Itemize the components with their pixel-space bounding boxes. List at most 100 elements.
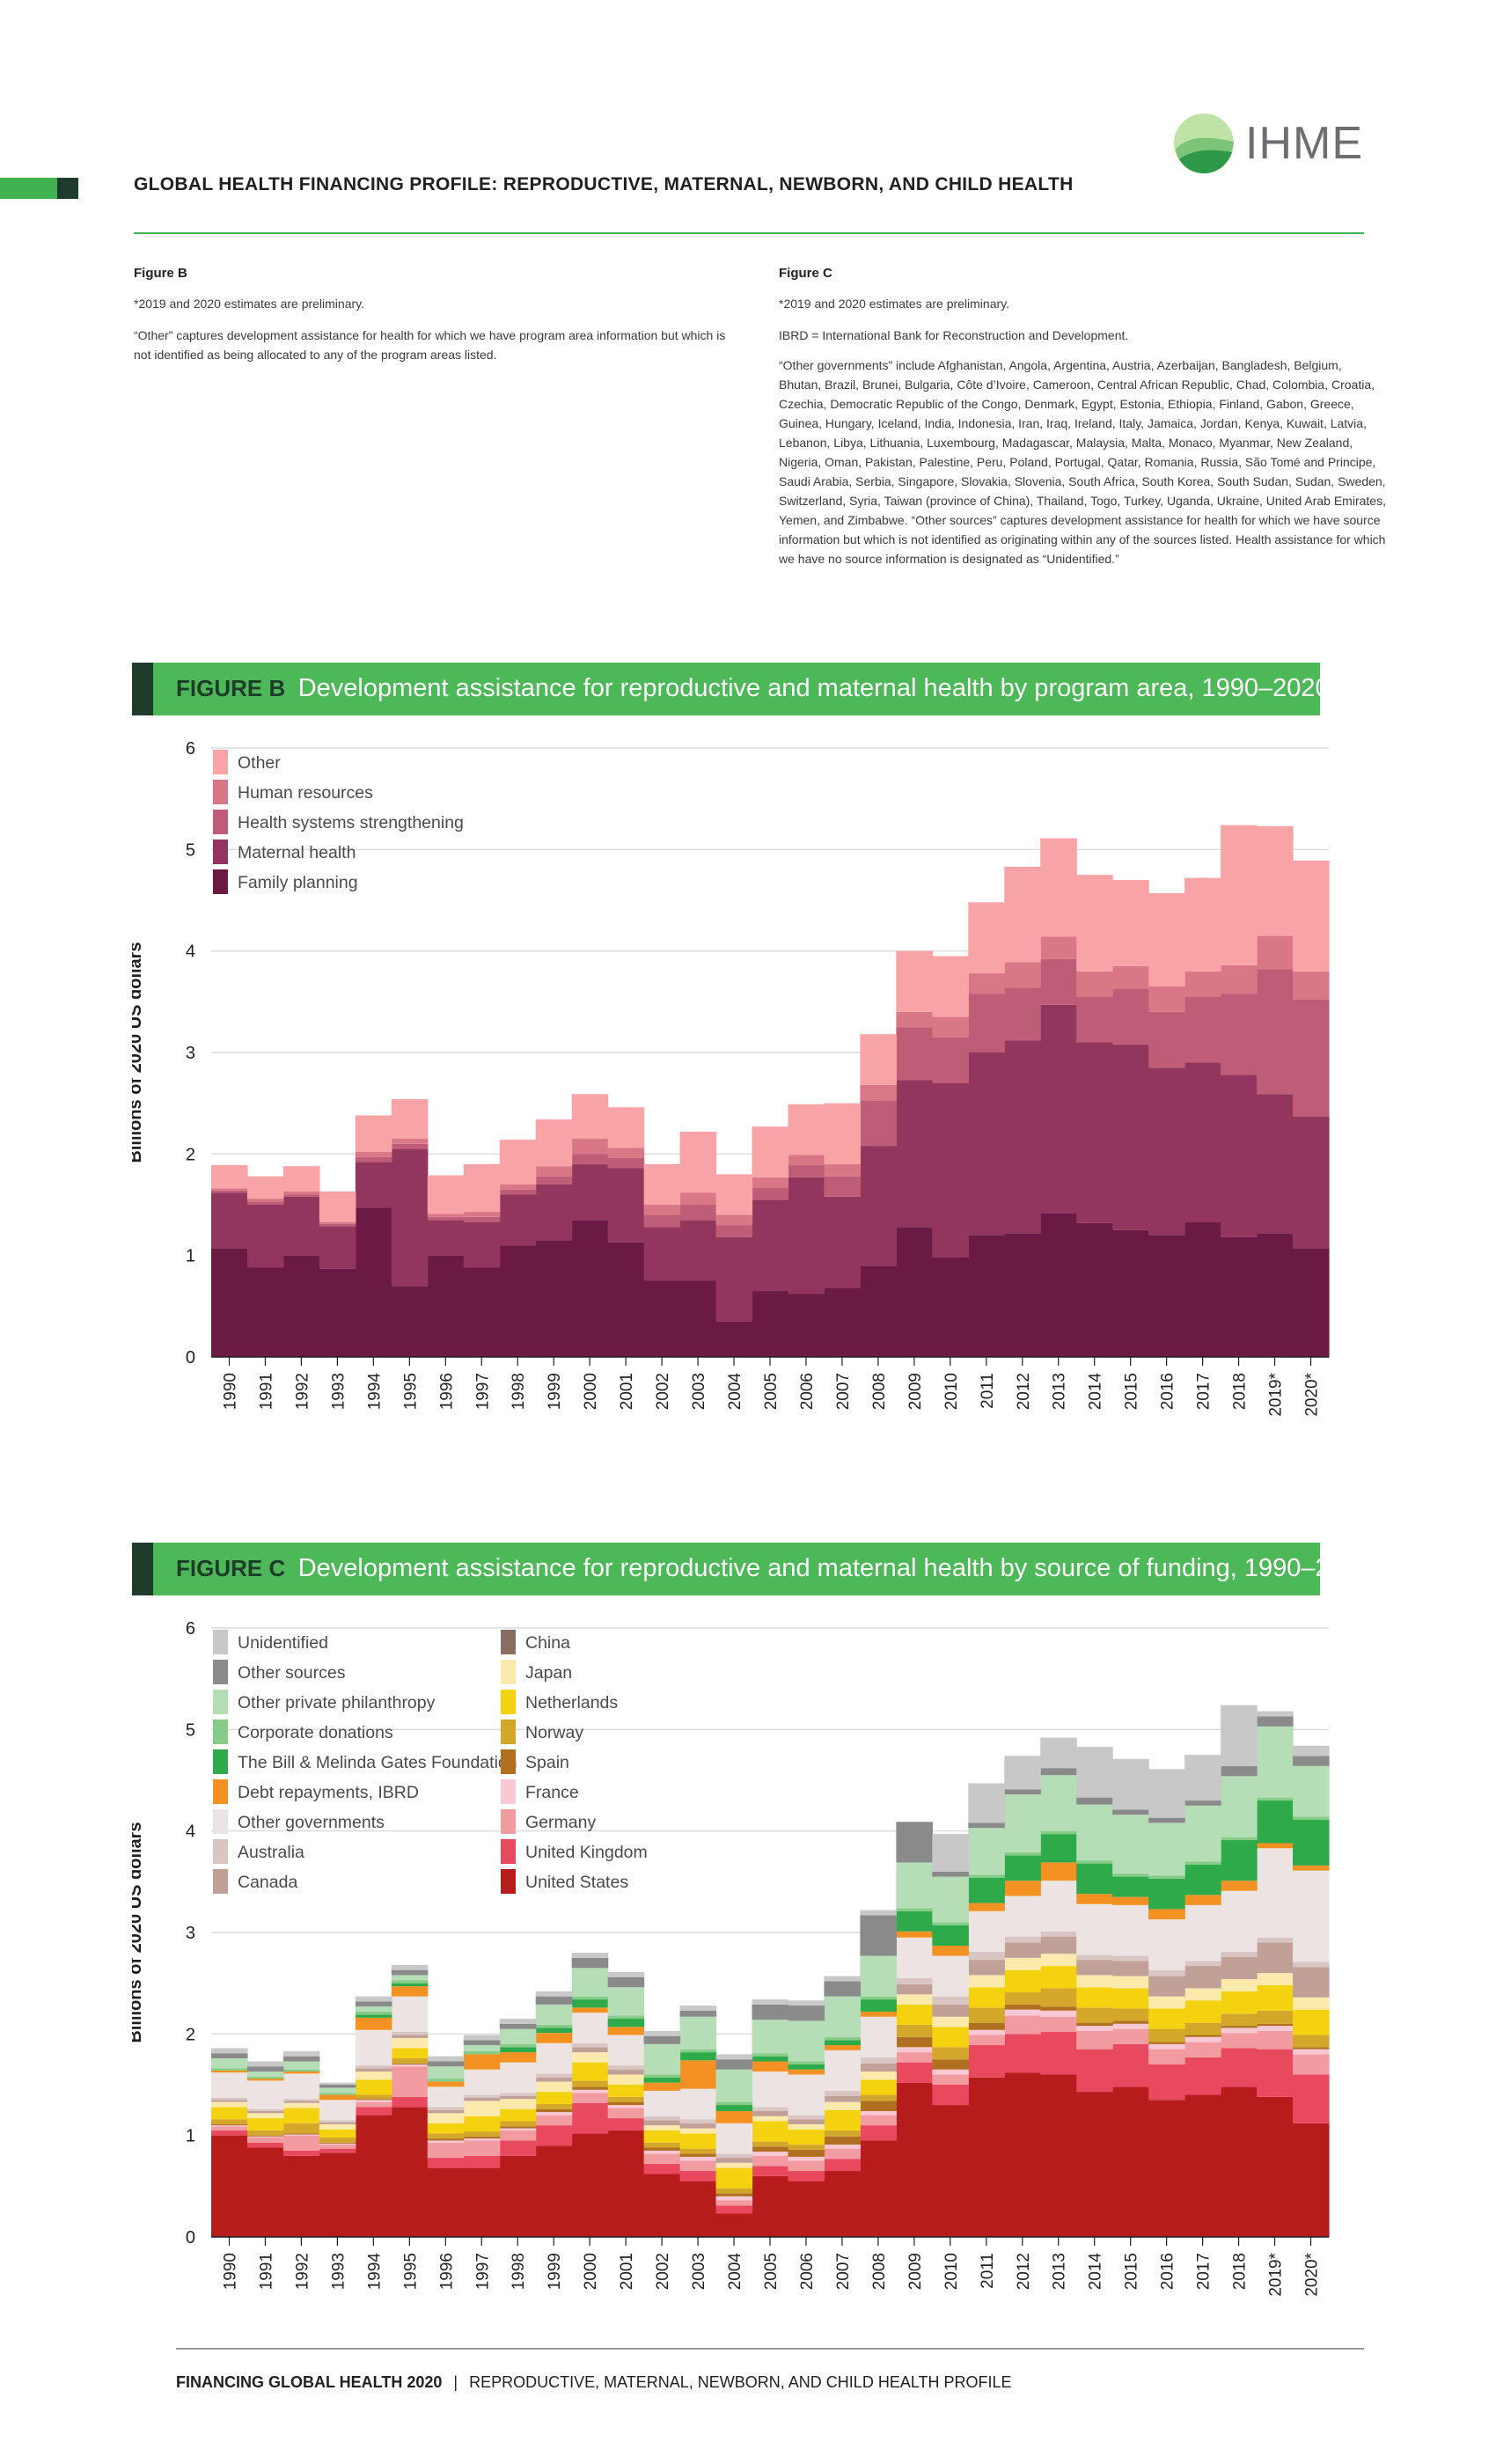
figure-c-area-segment bbox=[607, 2130, 645, 2237]
figure-c-area-segment bbox=[282, 2133, 320, 2135]
figure-c-area-segment bbox=[427, 2086, 465, 2108]
figure-c-area-segment bbox=[932, 2085, 969, 2106]
figure-c-area-segment bbox=[968, 2035, 1005, 2046]
figure-c-area-segment bbox=[788, 2061, 825, 2064]
figure-c-area-segment bbox=[463, 2131, 501, 2137]
figure-c-area-segment bbox=[499, 2140, 537, 2156]
figure-c-area-segment bbox=[1221, 1776, 1258, 1837]
figure-c-area-segment bbox=[860, 1955, 897, 1997]
footer-profile-title: REPRODUCTIVE, MATERNAL, NEWBORN, AND CHI… bbox=[469, 2373, 1012, 2391]
figure-b-xtick-label: 1990 bbox=[221, 1373, 239, 1410]
figure-c-area-segment bbox=[1004, 1881, 1041, 1896]
figure-c-area-segment bbox=[824, 2171, 862, 2237]
footer-divider bbox=[176, 2348, 1364, 2350]
figure-c-area-segment bbox=[1221, 1890, 1258, 1952]
figure-c-area-segment bbox=[1076, 1863, 1113, 1895]
figure-b-area-segment bbox=[282, 1192, 320, 1195]
figure-b-area-segment bbox=[571, 1094, 609, 1140]
figure-b-legend-label: Other bbox=[238, 753, 281, 773]
figure-c-area-segment bbox=[1040, 1881, 1077, 1932]
figure-b-xtick-label: 2005 bbox=[762, 1373, 781, 1410]
figure-b-series-maternal-health bbox=[211, 1004, 1330, 1322]
figure-b-chart: 0 1 2 3 4 5 6 1990 1991 1992 1993 1994 1995 1996 1997 1… bbox=[126, 730, 1338, 1434]
figure-c-area-segment bbox=[246, 2135, 284, 2137]
figure-b-area-segment bbox=[607, 1157, 645, 1169]
figure-c-series-united-states bbox=[211, 2072, 1330, 2237]
figure-b-area-segment bbox=[1184, 1221, 1221, 1357]
figure-c-area-segment bbox=[896, 2036, 933, 2048]
figure-c-area-segment bbox=[643, 2163, 681, 2174]
figure-c-area-segment bbox=[355, 2065, 392, 2069]
figure-c-area-segment bbox=[463, 2035, 501, 2041]
figure-c-area-segment bbox=[1221, 1881, 1258, 1891]
figure-c-area-segment bbox=[896, 1910, 933, 1932]
figure-c-area-segment bbox=[319, 2137, 356, 2143]
figure-c-area-segment bbox=[1076, 1746, 1113, 1798]
figure-c-area-segment bbox=[788, 2119, 825, 2124]
figure-b-xtick-label: 1996 bbox=[437, 1373, 456, 1410]
figure-c-area-segment bbox=[355, 2094, 392, 2100]
figure-b-xtick-label: 2012 bbox=[1015, 1373, 1033, 1410]
ihme-logo-icon bbox=[1174, 114, 1234, 173]
figure-c-legend-label: Unidentified bbox=[238, 1633, 328, 1653]
figure-c-area-segment bbox=[643, 2043, 681, 2075]
figure-c-area-segment bbox=[499, 2121, 537, 2127]
figure-c-area-segment bbox=[788, 2064, 825, 2070]
figure-c-area-segment bbox=[499, 2023, 537, 2029]
figure-c-chart-svg: 0 1 2 3 4 5 6 1990 1991 1992 1993 1994 1995 1996 1997 1… bbox=[126, 1619, 1330, 2297]
figure-b-area-segment bbox=[463, 1212, 501, 1217]
figure-c-area-segment bbox=[282, 2102, 320, 2108]
footer-report-title: FINANCING GLOBAL HEALTH 2020 bbox=[176, 2373, 443, 2391]
figure-b-xtick-label: 2020* bbox=[1303, 1372, 1322, 1416]
figure-c-legend-item: Debt repayments, IBRD bbox=[213, 1779, 419, 1804]
figure-c-area-segment bbox=[246, 2076, 284, 2079]
figure-c-legend-label: China bbox=[525, 1633, 570, 1653]
figure-c-area-segment bbox=[391, 2035, 429, 2038]
figure-c-xtick-label: 1996 bbox=[437, 2253, 456, 2290]
figure-c-area-segment bbox=[607, 2074, 645, 2085]
figure-b-ytick-label: 1 bbox=[186, 1247, 195, 1266]
figure-c-area-segment bbox=[715, 2193, 753, 2196]
figure-b-area-segment bbox=[1040, 838, 1077, 937]
figure-b-xtick-label: 2006 bbox=[798, 1373, 817, 1410]
figure-c-area-segment bbox=[715, 2200, 753, 2206]
figure-b-area-segment bbox=[1257, 969, 1294, 1095]
figure-c-series-other-private-philanthropy bbox=[211, 1726, 1330, 2102]
figure-c-legend-item: Australia bbox=[213, 1839, 304, 1864]
figure-b-area-segment bbox=[607, 1148, 645, 1158]
figure-c-area-segment bbox=[1112, 2008, 1149, 2021]
figure-b-area-segment bbox=[355, 1156, 392, 1162]
figure-c-area-segment bbox=[499, 2093, 537, 2096]
figure-c-area-segment bbox=[246, 2147, 284, 2237]
figure-c-area-segment bbox=[282, 2134, 320, 2136]
figure-c-area-segment bbox=[1148, 2100, 1185, 2237]
figure-b-area-segment bbox=[282, 1194, 320, 1197]
figure-c-area-segment bbox=[607, 2101, 645, 2106]
figure-b-xtick-label: 2009 bbox=[906, 1373, 925, 1410]
figure-b-xtick-label: 2015 bbox=[1123, 1373, 1141, 1410]
figure-c-xtick-label: 2013 bbox=[1051, 2253, 1069, 2290]
figure-c-area-segment bbox=[643, 2120, 681, 2126]
figure-b-area-segment bbox=[1040, 1213, 1077, 1357]
figure-c-area-segment bbox=[1004, 1957, 1041, 1970]
figure-b-area-segment bbox=[1148, 892, 1185, 987]
figure-c-area-segment bbox=[752, 2152, 789, 2156]
figure-c-area-segment bbox=[715, 2153, 753, 2159]
figure-b-xtick-label: 2002 bbox=[654, 1373, 672, 1410]
figure-c-area-segment bbox=[1293, 1967, 1330, 1998]
figure-c-area-segment bbox=[246, 2113, 284, 2119]
figure-b-area-segment bbox=[1112, 988, 1149, 1045]
figure-c-area-segment bbox=[571, 2047, 609, 2053]
figure-c-area-segment bbox=[824, 2148, 862, 2160]
figure-c-area-segment bbox=[752, 2053, 789, 2057]
figure-c-area-segment bbox=[391, 1996, 429, 2033]
figure-b-area-segment bbox=[1257, 1233, 1294, 1357]
figure-c-area-segment bbox=[427, 2066, 465, 2079]
figure-c-area-segment bbox=[319, 2122, 356, 2124]
figure-c-area-segment bbox=[860, 1999, 897, 2012]
figure-c-area-segment bbox=[1004, 1855, 1041, 1881]
figure-b-area-segment bbox=[607, 1242, 645, 1357]
figure-b-xtick-label: 2018 bbox=[1231, 1373, 1250, 1410]
figure-c-area-segment bbox=[824, 2130, 862, 2137]
figure-b-area-segment bbox=[968, 1235, 1005, 1357]
